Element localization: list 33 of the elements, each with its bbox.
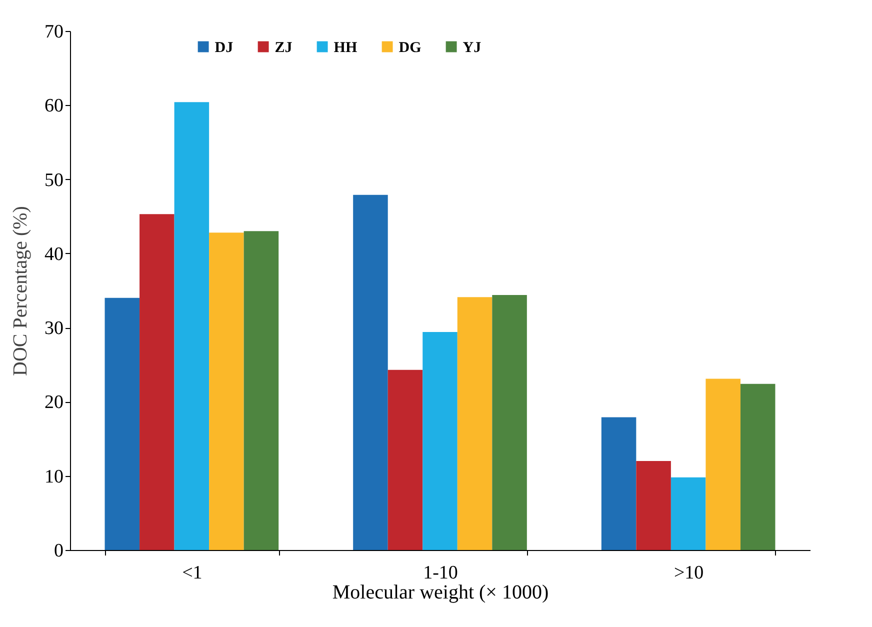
bar — [244, 231, 279, 550]
legend-label: YJ — [462, 40, 482, 56]
bar — [670, 477, 706, 550]
bar — [140, 214, 174, 550]
x-tick-label: >10 — [674, 562, 704, 584]
bar — [104, 298, 140, 550]
bar — [706, 378, 740, 550]
y-tick-label: 30 — [44, 318, 64, 340]
bar — [422, 332, 458, 550]
legend-label: DG — [398, 40, 422, 56]
bar — [174, 102, 210, 550]
y-tick-label: 70 — [44, 22, 64, 42]
bar — [601, 417, 636, 550]
bar — [457, 297, 492, 550]
bar — [740, 384, 776, 550]
y-axis-title: DOC Percentage (%) — [10, 206, 32, 376]
x-tick-label: <1 — [182, 562, 202, 584]
bar — [492, 294, 527, 550]
legend-label: HH — [334, 40, 358, 56]
y-tick-label: 40 — [44, 244, 64, 265]
y-tick-label: 0 — [54, 540, 64, 562]
bar — [353, 194, 388, 550]
y-tick-label: 10 — [44, 466, 64, 488]
bar — [636, 461, 671, 550]
legend-label: DJ — [214, 40, 234, 56]
x-axis-title: Molecular weight (× 1000) — [332, 582, 549, 604]
y-tick-label: 60 — [44, 96, 64, 117]
legend-label: ZJ — [274, 40, 293, 56]
y-tick-label: 20 — [44, 392, 64, 414]
x-tick-label: 1-10 — [423, 562, 458, 584]
bar — [388, 370, 423, 550]
bar — [209, 232, 244, 550]
y-tick-label: 50 — [44, 170, 64, 191]
